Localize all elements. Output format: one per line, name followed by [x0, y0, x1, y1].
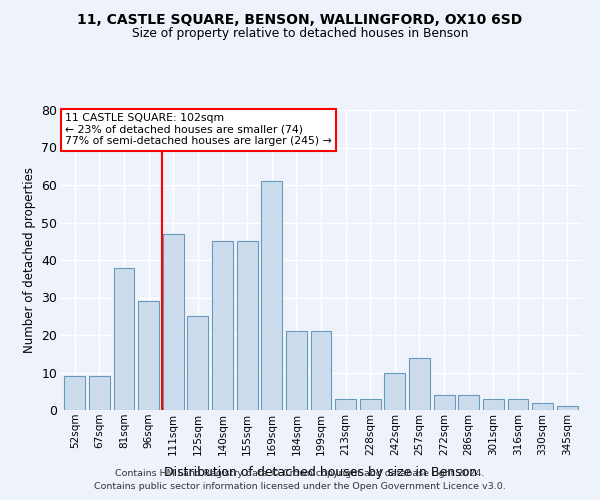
Bar: [261, 181, 282, 410]
Bar: [89, 376, 110, 410]
Text: Contains HM Land Registry data © Crown copyright and database right 2024.: Contains HM Land Registry data © Crown c…: [115, 468, 485, 477]
Bar: [360, 399, 381, 410]
Text: 11, CASTLE SQUARE, BENSON, WALLINGFORD, OX10 6SD: 11, CASTLE SQUARE, BENSON, WALLINGFORD, …: [77, 12, 523, 26]
Bar: [508, 399, 529, 410]
Text: Contains public sector information licensed under the Open Government Licence v3: Contains public sector information licen…: [94, 482, 506, 491]
Text: 11 CASTLE SQUARE: 102sqm
← 23% of detached houses are smaller (74)
77% of semi-d: 11 CASTLE SQUARE: 102sqm ← 23% of detach…: [65, 113, 332, 146]
Bar: [187, 316, 208, 410]
Bar: [311, 331, 331, 410]
Bar: [64, 376, 85, 410]
Bar: [483, 399, 504, 410]
Bar: [236, 242, 257, 410]
Bar: [385, 372, 406, 410]
Bar: [335, 399, 356, 410]
Bar: [163, 234, 184, 410]
Y-axis label: Number of detached properties: Number of detached properties: [23, 167, 35, 353]
Bar: [286, 331, 307, 410]
Bar: [409, 358, 430, 410]
Bar: [212, 242, 233, 410]
Bar: [138, 301, 159, 410]
Bar: [458, 395, 479, 410]
Bar: [434, 395, 455, 410]
Text: Size of property relative to detached houses in Benson: Size of property relative to detached ho…: [132, 28, 468, 40]
X-axis label: Distribution of detached houses by size in Benson: Distribution of detached houses by size …: [164, 466, 478, 479]
Bar: [532, 402, 553, 410]
Bar: [557, 406, 578, 410]
Bar: [113, 268, 134, 410]
